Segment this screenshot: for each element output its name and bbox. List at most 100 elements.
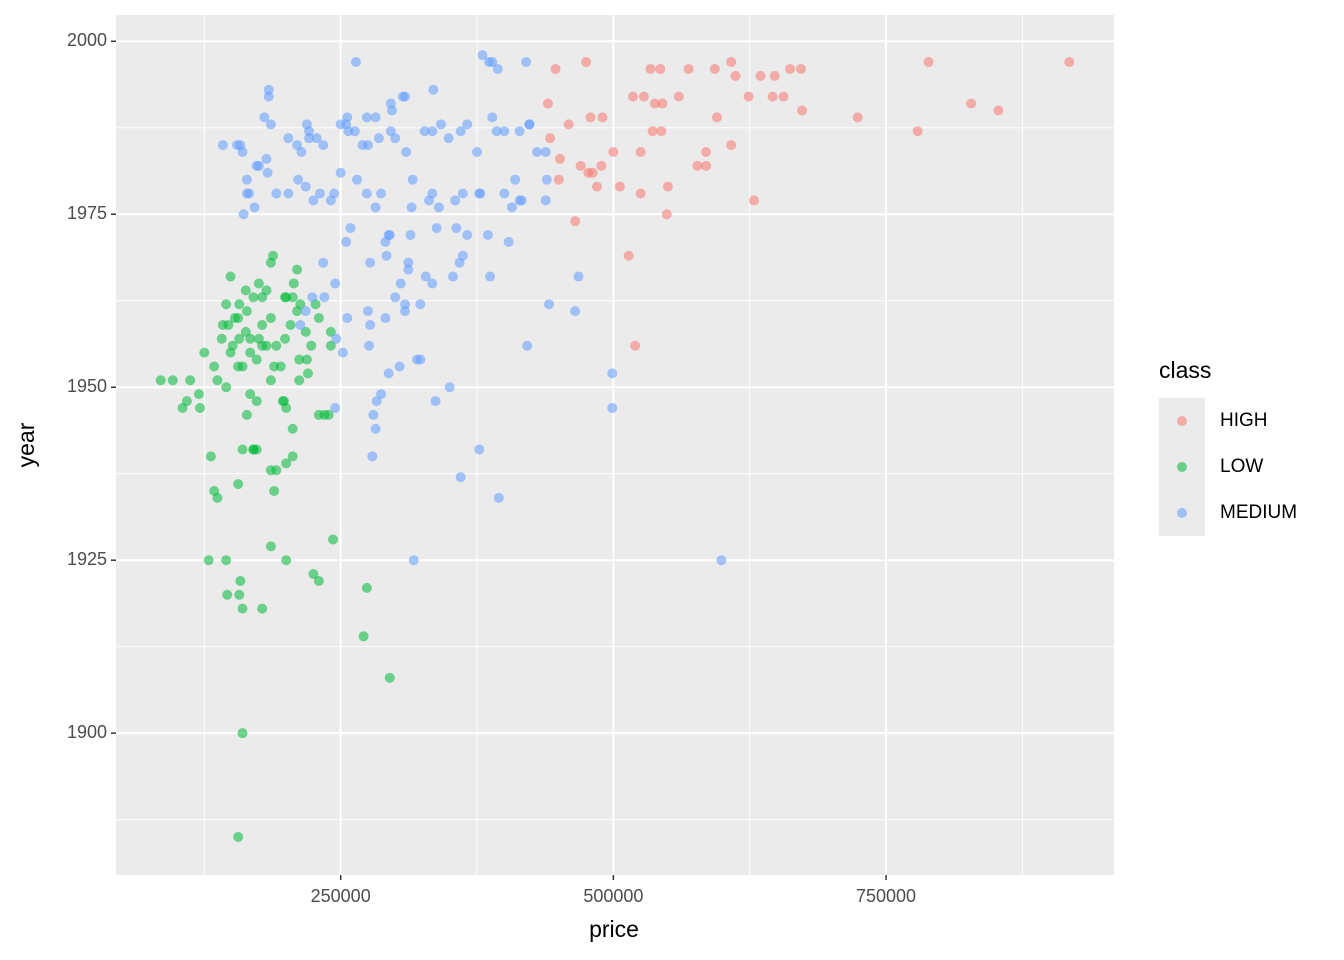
data-point [209,361,220,372]
data-point [726,140,737,151]
data-point [521,57,532,68]
y-tick-label: 1975 [67,203,107,223]
legend-label: MEDIUM [1220,502,1297,523]
data-point [510,174,521,185]
data-point [241,306,252,317]
data-point [308,569,319,580]
data-point [966,98,977,109]
data-point [300,326,311,337]
data-point [487,57,498,68]
data-point [283,133,294,144]
data-point [852,112,863,123]
data-point [193,389,204,400]
data-point [240,326,251,337]
data-point [554,153,565,164]
data-point [251,354,262,365]
data-point [592,181,603,192]
data-point [237,146,248,157]
data-point [585,112,596,123]
data-point [614,181,625,192]
data-point [462,119,473,130]
data-point [993,105,1004,116]
data-point [271,340,282,351]
data-point [587,167,598,178]
y-tick-label: 1950 [67,376,107,396]
data-point [257,319,268,330]
legend-title: class [1159,357,1211,383]
data-point [638,91,649,102]
data-point [269,486,280,497]
x-axis-title: price [589,916,639,942]
data-point [335,119,346,130]
data-point [259,112,270,123]
data-point [295,319,306,330]
data-point [294,354,305,365]
data-point [222,589,233,600]
data-point [767,91,778,102]
data-point [341,236,352,247]
data-point [424,195,435,206]
data-point [371,396,382,407]
data-point [296,146,307,157]
data-point [261,285,272,296]
data-point [673,91,684,102]
data-point [430,396,441,407]
data-point [308,195,319,206]
legend-label: HIGH [1220,410,1268,431]
data-point [384,672,395,683]
data-point [499,188,510,199]
data-point [361,582,372,593]
data-point [394,361,405,372]
data-point [241,174,252,185]
data-point [433,202,444,213]
data-point [657,98,668,109]
data-point [265,375,276,386]
data-point [248,292,259,303]
data-point [203,555,214,566]
data-point [234,333,245,344]
data-point [263,91,274,102]
plot-panel [116,15,1114,875]
data-point [248,444,259,455]
data-point [407,174,418,185]
data-point [292,264,303,275]
data-point [400,91,411,102]
data-point [281,458,292,469]
data-point [237,603,248,614]
data-point [541,174,552,185]
data-point [237,444,248,455]
legend-label: LOW [1220,456,1263,477]
data-point [221,555,232,566]
data-point [265,541,276,552]
legend-marker [1177,462,1187,472]
data-point [283,188,294,199]
data-point [233,313,244,324]
data-point [234,299,245,310]
data-point [431,223,442,234]
data-point [237,728,248,739]
data-point [233,479,244,490]
data-point [383,230,394,241]
data-point [225,271,236,282]
data-point [487,112,498,123]
data-point [205,451,216,462]
data-point [342,112,353,123]
data-point [280,333,291,344]
legend-marker [1177,508,1187,518]
data-point [301,119,312,130]
data-point [287,423,298,434]
data-point [313,313,324,324]
data-point [726,57,737,68]
data-point [331,333,342,344]
data-point [797,105,808,116]
data-point [364,340,375,351]
data-point [367,451,378,462]
y-tick-label: 1925 [67,549,107,569]
data-point [755,70,766,81]
data-point [457,188,468,199]
data-point [380,313,391,324]
x-tick-label: 500000 [583,886,643,906]
x-tick-label: 750000 [856,886,916,906]
data-point [635,146,646,157]
